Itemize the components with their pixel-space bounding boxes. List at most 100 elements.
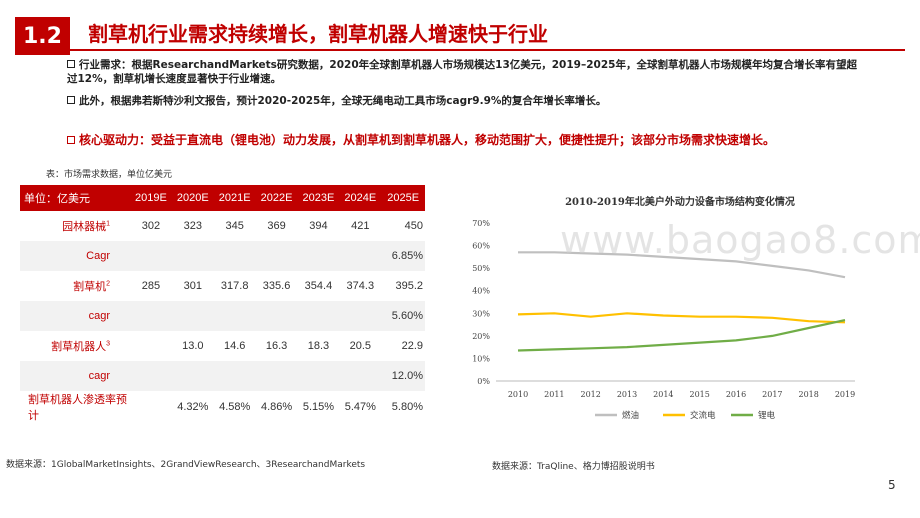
table-cell: 4.86% [260, 401, 293, 413]
source-ref: 1 [106, 220, 110, 228]
table-cell [213, 241, 256, 271]
x-tick-label: 2013 [617, 390, 637, 399]
table-cell [255, 301, 298, 331]
col-header: 2019E [130, 185, 172, 211]
table-cell: 395.2 [395, 280, 423, 292]
col-header: 2022E [255, 185, 298, 211]
table-cell [339, 301, 382, 331]
legend-label: 锂电 [758, 410, 776, 421]
table-row: cagr 5.60% [20, 301, 425, 331]
table-cell [339, 241, 382, 271]
bullet-core-driver: 核心驱动力：受益于直流电（锂电池）动力发展，从割草机到割草机器人，移动范围扩大，… [67, 133, 867, 147]
x-tick-label: 2011 [544, 390, 564, 399]
table-cell: 323 [183, 220, 202, 232]
x-tick-label: 2014 [653, 390, 673, 399]
row-label-text: Cagr [86, 250, 110, 262]
page-number: 5 [888, 478, 896, 492]
table-cell: 22.9 [401, 340, 423, 352]
table-cell: 335.6 [262, 280, 291, 292]
table-cell: 20.5 [349, 340, 372, 352]
x-tick-label: 2012 [580, 390, 600, 399]
table-cell [130, 391, 172, 423]
table-cell [339, 361, 382, 391]
table-cell: 302 [141, 220, 161, 232]
table-cell [213, 301, 256, 331]
market-structure-line-chart: 2010-2019年北美户外动力设备市场结构变化情况 0% 10% 20% 30% 40… [472, 195, 855, 421]
table-cell: 5.15% [302, 401, 335, 413]
checkbox-bullet-icon [67, 60, 75, 68]
table-caption: 表：市场需求数据，单位亿美元 [46, 170, 173, 180]
row-label: cagr [20, 361, 130, 391]
col-header: 2021E [213, 185, 256, 211]
checkbox-bullet-icon [67, 96, 75, 104]
y-tick-label: 10% [472, 354, 490, 363]
series-line-0 [518, 251, 846, 279]
chart-title: 2010-2019年北美户外动力设备市场结构变化情况 [565, 195, 795, 208]
row-label-text: 割草机 [73, 281, 107, 293]
col-header: 2020E [171, 185, 214, 211]
col-header: 2025E [381, 185, 425, 211]
row-label-text: 割草机器人渗透率预计 [28, 394, 127, 422]
table-cell: 14.6 [223, 340, 246, 352]
table-cell: 369 [267, 220, 286, 232]
y-tick-label: 70% [472, 219, 490, 228]
table-cell [255, 241, 298, 271]
y-tick-label: 50% [472, 264, 490, 273]
x-tick-label: 2018 [798, 390, 818, 399]
table-cell: 4.32% [177, 401, 209, 413]
row-label: Cagr [20, 241, 130, 271]
table-row: cagr 12.0% [20, 361, 425, 391]
table-cell: 13.0 [182, 340, 204, 352]
table-cell [130, 331, 172, 361]
table-cell [130, 361, 172, 391]
row-label: cagr [20, 301, 130, 331]
watermark-text: www.baogao8.com [560, 218, 920, 262]
table-cell: 354.4 [304, 280, 333, 292]
table-row: 割草机器人渗透率预计 4.32% 4.58% 4.86% 5.15% 5.47% 5.80% [20, 391, 425, 423]
table-cell: 317.8 [220, 280, 249, 292]
table-row: Cagr 6.85% [20, 241, 425, 271]
checkbox-bullet-icon [67, 136, 75, 144]
row-label: 割草机2 [20, 271, 130, 301]
x-tick-label: 2017 [762, 390, 782, 399]
bullet-text: 此外，根据弗若斯特沙利文报告，预计2020-2025年，全球无绳电动工具市场ca… [79, 95, 607, 107]
table-cell: 301 [183, 280, 202, 292]
row-label-text: cagr [88, 370, 110, 382]
source-ref: 2 [106, 280, 110, 288]
source-ref: 3 [106, 340, 110, 348]
row-label-text: cagr [88, 310, 110, 322]
table-row: 割草机器人3 13.0 14.6 16.3 18.3 20.5 22.9 [20, 331, 425, 361]
table-cell: 5.80% [391, 401, 423, 413]
table-row: 园林器械1 302 323 345 369 394 421 450 [20, 211, 425, 241]
source-note-table: 数据来源：1GlobalMarketInsights、2GrandViewRes… [6, 460, 366, 470]
col-header: 2023E [297, 185, 340, 211]
y-tick-label: 40% [472, 287, 490, 296]
table-cell: 5.60% [381, 301, 425, 331]
y-tick-label: 20% [472, 332, 490, 341]
table-cell: 5.47% [344, 401, 376, 413]
table-cell: 450 [404, 220, 423, 232]
table-cell: 285 [141, 280, 161, 292]
table-cell: 18.3 [307, 340, 330, 352]
table-cell [213, 361, 256, 391]
table-header-row: 单位：亿美元 2019E 2020E 2021E 2022E 2023E 202… [20, 185, 425, 211]
table-cell: 6.85% [381, 241, 425, 271]
series-line-1 [517, 312, 846, 324]
title-divider [70, 49, 905, 51]
table-cell: 394 [309, 220, 328, 232]
table-cell [130, 241, 172, 271]
table-cell: 345 [225, 220, 244, 232]
row-label-text: 割草机器人 [51, 341, 107, 353]
bullet-text: 核心驱动力：受益于直流电（锂电池）动力发展，从割草机到割草机器人，移动范围扩大，… [79, 133, 776, 147]
table-cell [171, 361, 214, 391]
y-tick-label: 0% [477, 377, 490, 386]
x-tick-label: 2015 [689, 390, 709, 399]
x-tick-label: 2019 [835, 390, 855, 399]
bullet-text: 行业需求：根据ResearchandMarkets研究数据，2020年全球割草机… [67, 59, 857, 85]
bullet-cordless-tools: 此外，根据弗若斯特沙利文报告，预计2020-2025年，全球无绳电动工具市场ca… [67, 94, 867, 108]
row-label: 割草机器人渗透率预计 [20, 391, 130, 423]
series-line-2 [517, 319, 846, 352]
table-cell [297, 241, 340, 271]
table-cell: 16.3 [265, 340, 288, 352]
table-cell: 12.0% [381, 361, 425, 391]
